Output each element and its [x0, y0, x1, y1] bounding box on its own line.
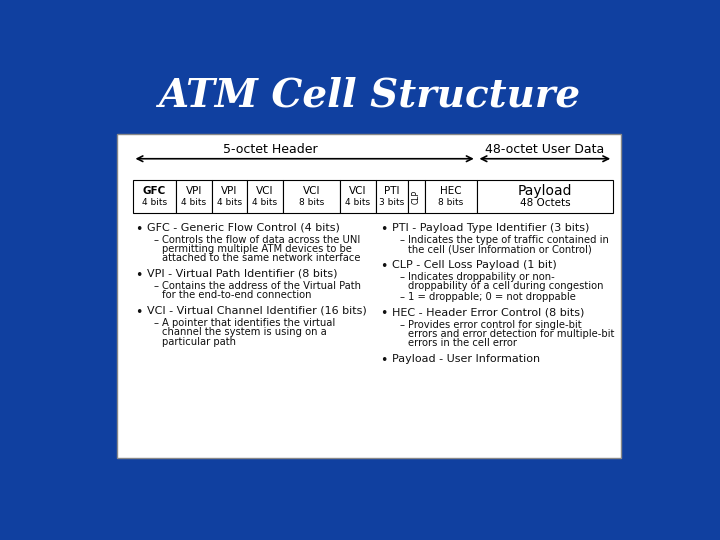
FancyBboxPatch shape [425, 180, 477, 213]
FancyBboxPatch shape [212, 180, 247, 213]
Text: VCI: VCI [349, 186, 366, 196]
Text: •: • [381, 307, 388, 320]
Text: –: – [399, 320, 404, 329]
Text: 4 bits: 4 bits [346, 198, 370, 207]
Text: Contains the address of the Virtual Path: Contains the address of the Virtual Path [162, 281, 361, 291]
Text: 8 bits: 8 bits [299, 198, 324, 207]
FancyBboxPatch shape [176, 180, 212, 213]
Text: •: • [135, 306, 143, 319]
Text: –: – [399, 235, 404, 245]
Text: –: – [153, 235, 158, 245]
Text: errors in the cell error: errors in the cell error [408, 338, 517, 348]
Text: 1 = droppable; 0 = not droppable: 1 = droppable; 0 = not droppable [408, 292, 575, 302]
Text: Payload: Payload [518, 184, 572, 198]
Text: errors and error detection for multiple-bit: errors and error detection for multiple-… [408, 329, 614, 339]
Text: VCI: VCI [302, 186, 320, 196]
Text: VPI: VPI [221, 186, 238, 196]
Text: Indicates the type of traffic contained in: Indicates the type of traffic contained … [408, 235, 608, 245]
Text: HEC: HEC [440, 186, 462, 196]
FancyBboxPatch shape [117, 134, 621, 457]
Text: VPI: VPI [186, 186, 202, 196]
Text: Payload - User Information: Payload - User Information [392, 354, 541, 363]
Text: CLP - Cell Loss Payload (1 bit): CLP - Cell Loss Payload (1 bit) [392, 260, 557, 269]
Text: •: • [381, 260, 388, 273]
FancyBboxPatch shape [477, 180, 613, 213]
FancyBboxPatch shape [376, 180, 408, 213]
Text: VCI - Virtual Channel Identifier (16 bits): VCI - Virtual Channel Identifier (16 bit… [147, 306, 366, 316]
Text: 5-octet Header: 5-octet Header [223, 144, 318, 157]
Text: permitting multiple ATM devices to be: permitting multiple ATM devices to be [162, 244, 352, 254]
Text: channel the system is using on a: channel the system is using on a [162, 327, 327, 338]
Text: 4 bits: 4 bits [181, 198, 207, 207]
Text: PTI - Payload Type Identifier (3 bits): PTI - Payload Type Identifier (3 bits) [392, 222, 590, 233]
Text: particular path: particular path [162, 336, 236, 347]
Text: •: • [135, 222, 143, 235]
Text: CLP: CLP [412, 190, 421, 204]
Text: Indicates droppability or non-: Indicates droppability or non- [408, 272, 554, 282]
Text: •: • [135, 269, 143, 282]
Text: 48 Octets: 48 Octets [520, 198, 570, 207]
Text: –: – [399, 272, 404, 282]
Text: 48-octet User Data: 48-octet User Data [485, 144, 605, 157]
Text: A pointer that identifies the virtual: A pointer that identifies the virtual [162, 318, 336, 328]
FancyBboxPatch shape [283, 180, 340, 213]
Text: 4 bits: 4 bits [142, 198, 167, 207]
FancyBboxPatch shape [340, 180, 376, 213]
Text: –: – [399, 292, 404, 302]
Text: PTI: PTI [384, 186, 400, 196]
Text: for the end-to-end connection: for the end-to-end connection [162, 291, 312, 300]
Text: Provides error control for single-bit: Provides error control for single-bit [408, 320, 581, 329]
Text: Controls the flow of data across the UNI: Controls the flow of data across the UNI [162, 235, 360, 245]
Text: VPI - Virtual Path Identifier (8 bits): VPI - Virtual Path Identifier (8 bits) [147, 269, 337, 279]
Text: ATM Cell Structure: ATM Cell Structure [158, 77, 580, 114]
Text: the cell (User Information or Control): the cell (User Information or Control) [408, 244, 592, 254]
Text: •: • [381, 222, 388, 235]
Text: HEC - Header Error Control (8 bits): HEC - Header Error Control (8 bits) [392, 307, 585, 318]
Text: attached to the same network interface: attached to the same network interface [162, 253, 361, 264]
Text: –: – [153, 281, 158, 291]
FancyBboxPatch shape [408, 180, 425, 213]
Text: 8 bits: 8 bits [438, 198, 463, 207]
Text: 4 bits: 4 bits [253, 198, 278, 207]
Text: GFC - Generic Flow Control (4 bits): GFC - Generic Flow Control (4 bits) [147, 222, 339, 233]
Text: •: • [381, 354, 388, 367]
Text: VCI: VCI [256, 186, 274, 196]
Text: GFC: GFC [143, 186, 166, 196]
FancyBboxPatch shape [247, 180, 283, 213]
Text: –: – [153, 318, 158, 328]
Text: 4 bits: 4 bits [217, 198, 242, 207]
Text: droppability of a cell during congestion: droppability of a cell during congestion [408, 281, 603, 291]
Text: 3 bits: 3 bits [379, 198, 405, 207]
FancyBboxPatch shape [132, 180, 176, 213]
